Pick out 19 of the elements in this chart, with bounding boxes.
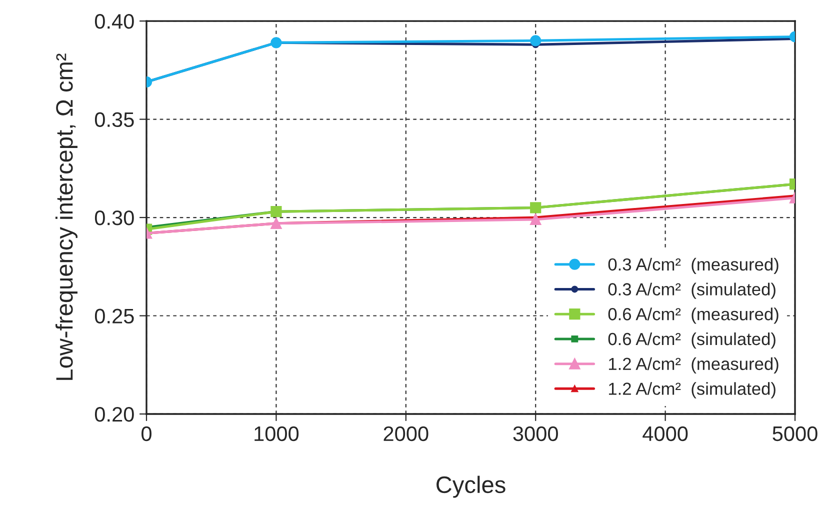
y-tick-label: 0.30	[94, 210, 134, 226]
y-axis-title: Low-frequency intercept, Ω cm²	[55, 54, 78, 380]
x-axis-title: Cycles	[436, 476, 506, 498]
x-tick-label: 1000	[254, 426, 299, 442]
y-tick-label: 0.20	[94, 406, 134, 422]
legend-label: 1.2 A/cm² (measured)	[608, 357, 778, 374]
y-tick-label: 0.25	[94, 308, 134, 324]
legend-label: 0.6 A/cm² (measured)	[608, 308, 778, 324]
legend-label: 1.2 A/cm² (simulated)	[608, 382, 776, 398]
y-tick-label: 0.35	[94, 112, 134, 128]
x-tick-label: 0	[142, 426, 152, 442]
legend-label: 0.3 A/cm² (simulated)	[608, 282, 776, 299]
legend-label: 0.3 A/cm² (measured)	[608, 258, 778, 274]
x-tick-label: 2000	[384, 426, 428, 442]
x-tick-label: 4000	[642, 426, 688, 442]
y-tick-label: 0.40	[94, 14, 134, 29]
x-tick-label: 5000	[772, 426, 818, 442]
legend-label: 0.6 A/cm² (simulated)	[608, 332, 776, 349]
x-tick-label: 3000	[513, 426, 558, 442]
